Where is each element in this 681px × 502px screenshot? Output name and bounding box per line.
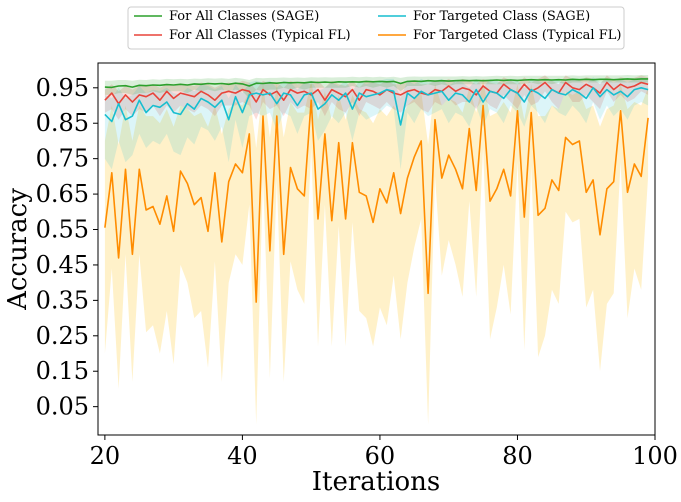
x-axis-label: Iterations [312, 467, 441, 497]
band-for-all-classes-typical-fl [104, 75, 649, 120]
y-tick-label: 0.65 [36, 180, 89, 208]
series-lines [104, 78, 649, 303]
legend-entry-for-all-classes-sage: For All Classes (SAGE) [169, 9, 319, 24]
y-tick-label: 0.45 [36, 251, 89, 279]
y-tick-label: 0.25 [36, 322, 89, 350]
y-axis-label: Accuracy [3, 188, 33, 311]
plot-frame [97, 62, 656, 436]
y-tick-label: 0.85 [36, 109, 89, 137]
confidence-bands [104, 75, 649, 425]
y-tick-label: 0.95 [36, 74, 89, 102]
x-tick-label: 80 [502, 442, 533, 470]
y-tick-label: 0.75 [36, 145, 89, 173]
x-tick-label: 40 [227, 442, 258, 470]
y-tick-label: 0.05 [36, 393, 89, 421]
y-tick-label: 0.35 [36, 286, 89, 314]
legend-entry-for-all-classes-typical-fl: For All Classes (Typical FL) [169, 28, 351, 43]
x-tick-label: 100 [632, 442, 678, 470]
line-for-targeted-class-typical-fl [104, 99, 649, 303]
line-for-targeted-class-sage [104, 87, 649, 126]
legend-box [127, 6, 625, 50]
x-axis-ticks: 20 40 60 80 100 [90, 435, 678, 470]
x-tick-label: 60 [365, 442, 396, 470]
y-tick-label: 0.15 [36, 357, 89, 385]
y-tick-label: 0.55 [36, 216, 89, 244]
legend-entry-for-targeted-class-typical-fl: For Targeted Class (Typical FL) [413, 28, 621, 43]
band-for-targeted-class-sage [104, 77, 649, 170]
line-for-all-classes-sage [104, 78, 649, 89]
x-tick-label: 20 [90, 442, 121, 470]
legend: For All Classes (SAGE) For All Classes (T… [127, 6, 625, 50]
legend-entry-for-targeted-class-sage: For Targeted Class (SAGE) [413, 9, 590, 24]
y-axis-ticks: 0.05 0.15 0.25 0.35 0.45 0.55 0.65 0.75 0.85 0.95 [36, 74, 98, 421]
